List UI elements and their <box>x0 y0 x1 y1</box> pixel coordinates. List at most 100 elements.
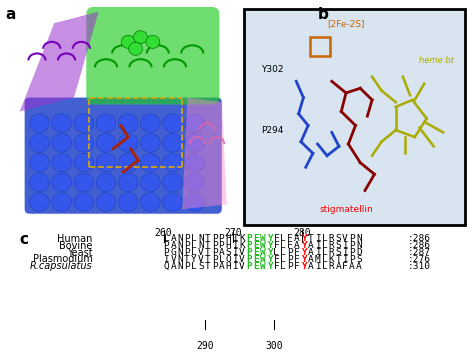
Text: I: I <box>342 248 348 257</box>
Text: Y: Y <box>301 262 307 271</box>
Circle shape <box>52 133 72 152</box>
Text: L: L <box>321 241 328 250</box>
Text: P: P <box>349 255 355 264</box>
Text: W: W <box>260 248 265 257</box>
Circle shape <box>118 173 138 191</box>
Text: A: A <box>219 248 224 257</box>
Text: A: A <box>356 262 362 271</box>
Text: F: F <box>294 255 300 264</box>
Circle shape <box>134 31 147 44</box>
Text: T: T <box>336 255 341 264</box>
Circle shape <box>29 133 49 152</box>
Circle shape <box>185 114 205 132</box>
Text: I: I <box>232 255 238 264</box>
Text: V: V <box>170 255 176 264</box>
Text: P: P <box>287 262 293 271</box>
Text: A: A <box>308 255 314 264</box>
Text: A: A <box>308 262 314 271</box>
Text: L: L <box>164 234 169 243</box>
Text: P: P <box>211 248 218 257</box>
Circle shape <box>185 193 205 212</box>
Text: L: L <box>191 234 197 243</box>
Circle shape <box>140 153 160 172</box>
Text: P: P <box>164 241 169 250</box>
Text: P: P <box>287 255 293 264</box>
Text: F: F <box>287 241 293 250</box>
Text: P: P <box>211 234 218 243</box>
Text: a: a <box>5 7 15 22</box>
Text: A: A <box>170 234 176 243</box>
Text: I: I <box>315 234 320 243</box>
Text: F: F <box>287 234 293 243</box>
Text: N: N <box>177 248 183 257</box>
Text: Q: Q <box>164 262 169 271</box>
Text: P: P <box>184 248 190 257</box>
Text: P: P <box>184 241 190 250</box>
Text: R: R <box>328 248 334 257</box>
Text: 270: 270 <box>224 228 242 238</box>
Circle shape <box>163 173 182 191</box>
Circle shape <box>140 173 160 191</box>
Circle shape <box>185 153 205 172</box>
Text: R: R <box>328 241 334 250</box>
Text: M: M <box>315 255 320 264</box>
Text: 280: 280 <box>293 228 311 238</box>
Text: I: I <box>315 262 320 271</box>
Circle shape <box>96 173 116 191</box>
Circle shape <box>118 193 138 212</box>
Text: N: N <box>198 241 204 250</box>
Text: L: L <box>273 248 279 257</box>
Text: V: V <box>239 255 245 264</box>
Text: 300: 300 <box>265 341 283 351</box>
Circle shape <box>74 193 94 212</box>
Text: R.capsulatus: R.capsulatus <box>30 262 92 271</box>
Text: P: P <box>164 248 169 257</box>
Text: Y: Y <box>266 255 273 264</box>
Text: I: I <box>342 255 348 264</box>
Text: E: E <box>253 255 259 264</box>
Polygon shape <box>20 12 99 112</box>
Text: A: A <box>294 241 300 250</box>
Text: W: W <box>260 262 265 271</box>
Text: L: L <box>191 241 197 250</box>
Text: L: L <box>321 248 328 257</box>
Text: D: D <box>356 248 362 257</box>
Text: S: S <box>336 234 341 243</box>
Text: T: T <box>184 255 190 264</box>
Text: I: I <box>315 248 320 257</box>
Text: N: N <box>177 234 183 243</box>
Circle shape <box>185 173 205 191</box>
Circle shape <box>96 114 116 132</box>
Text: T: T <box>205 262 210 271</box>
Circle shape <box>96 153 116 172</box>
Text: A: A <box>170 241 176 250</box>
Text: V: V <box>239 248 245 257</box>
Circle shape <box>185 133 205 152</box>
Text: K: K <box>239 234 245 243</box>
Text: L: L <box>321 255 328 264</box>
Text: K: K <box>328 255 334 264</box>
Circle shape <box>140 114 160 132</box>
Circle shape <box>29 153 49 172</box>
Circle shape <box>74 173 94 191</box>
Text: A: A <box>336 262 341 271</box>
Text: A: A <box>308 241 314 250</box>
Text: P: P <box>184 262 190 271</box>
Text: P294: P294 <box>261 126 283 134</box>
Text: :286: :286 <box>408 241 431 250</box>
Text: F: F <box>294 248 300 257</box>
Text: :310: :310 <box>408 262 431 271</box>
Text: Y: Y <box>301 234 307 243</box>
Text: P: P <box>349 241 355 250</box>
Text: H: H <box>226 241 231 250</box>
Text: N: N <box>177 262 183 271</box>
Text: H: H <box>226 262 231 271</box>
Circle shape <box>163 153 182 172</box>
Text: E: E <box>253 262 259 271</box>
Text: Plasmodium: Plasmodium <box>33 254 92 264</box>
Circle shape <box>74 153 94 172</box>
Text: P: P <box>246 262 252 271</box>
Text: L: L <box>281 234 286 243</box>
Circle shape <box>52 114 72 132</box>
Text: :286: :286 <box>408 234 431 243</box>
